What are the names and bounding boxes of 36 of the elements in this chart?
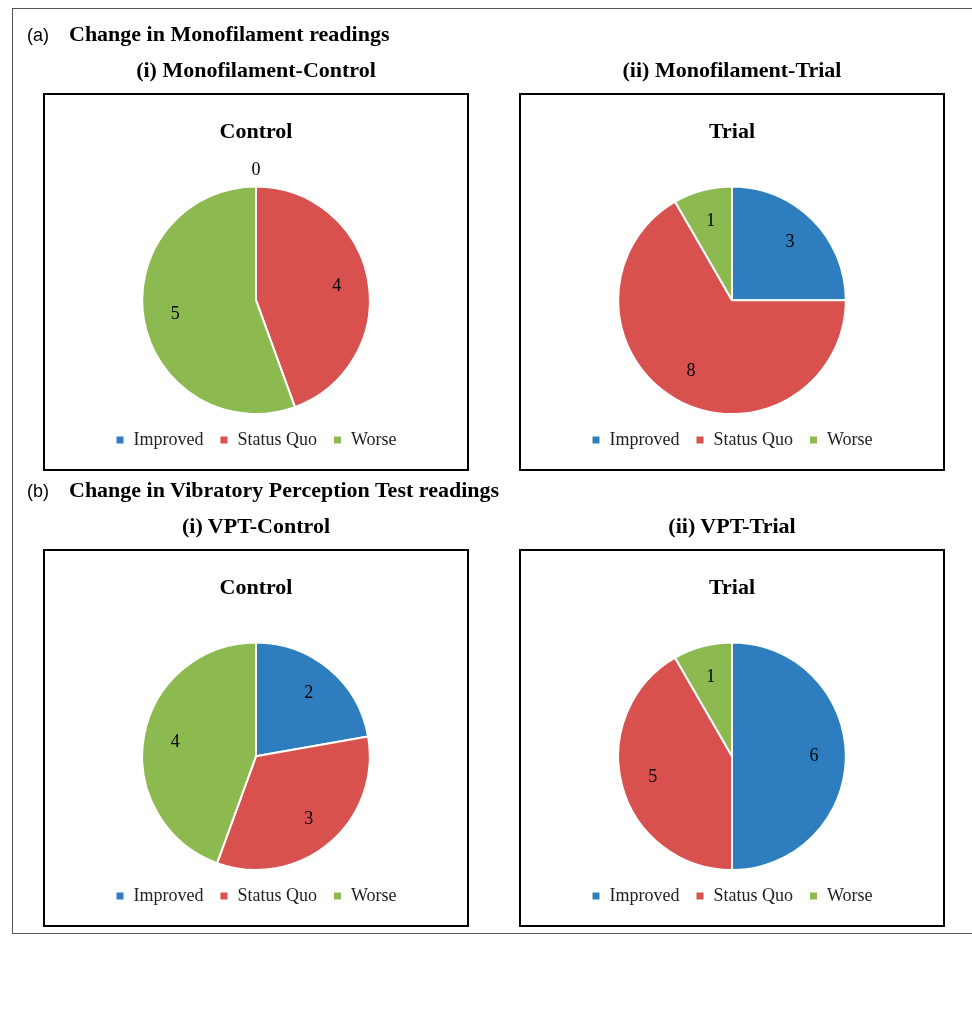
data-label: 6	[809, 744, 819, 765]
legend-label: Status Quo	[713, 428, 793, 449]
legend-label: Improved	[133, 428, 204, 449]
chart-title: Trial	[708, 573, 756, 599]
data-label: 4	[332, 274, 342, 295]
data-label: 5	[648, 766, 658, 787]
data-label: 2	[304, 682, 314, 703]
legend-label: Status Quo	[237, 884, 317, 905]
chart-subtitle: (ii) VPT-Trial	[667, 513, 797, 539]
chart-title: Trial	[708, 117, 756, 143]
data-label: 1	[706, 665, 716, 686]
chart-subtitle: (ii) Monofilament-Trial	[621, 57, 843, 83]
legend-label: Worse	[350, 428, 397, 449]
text: Change in Monofilament readings	[69, 21, 390, 47]
data-label: 4	[170, 730, 180, 751]
chart-title: Control	[219, 117, 293, 143]
legend-label: Improved	[609, 884, 680, 905]
data-label: 5	[170, 303, 180, 324]
chart-title: Control	[219, 573, 293, 599]
text: (b)	[27, 481, 49, 502]
legend-label: Status Quo	[713, 884, 793, 905]
legend-label: Status Quo	[237, 428, 317, 449]
legend-label: Worse	[350, 884, 397, 905]
text: Change in Vibratory Perception Test readings	[69, 477, 500, 503]
legend-label: Worse	[826, 884, 873, 905]
chart-subtitle: (i) VPT-Control	[180, 513, 332, 539]
data-label: 1	[706, 209, 716, 230]
text: 0	[251, 159, 261, 180]
chart-subtitle: (i) Monofilament-Control	[135, 57, 377, 83]
legend-label: Worse	[826, 428, 873, 449]
data-label: 8	[686, 359, 696, 380]
legend-label: Improved	[133, 884, 204, 905]
legend-label: Improved	[609, 428, 680, 449]
data-label: 3	[304, 807, 314, 828]
text: (a)	[27, 25, 49, 46]
data-label: 3	[785, 231, 795, 251]
